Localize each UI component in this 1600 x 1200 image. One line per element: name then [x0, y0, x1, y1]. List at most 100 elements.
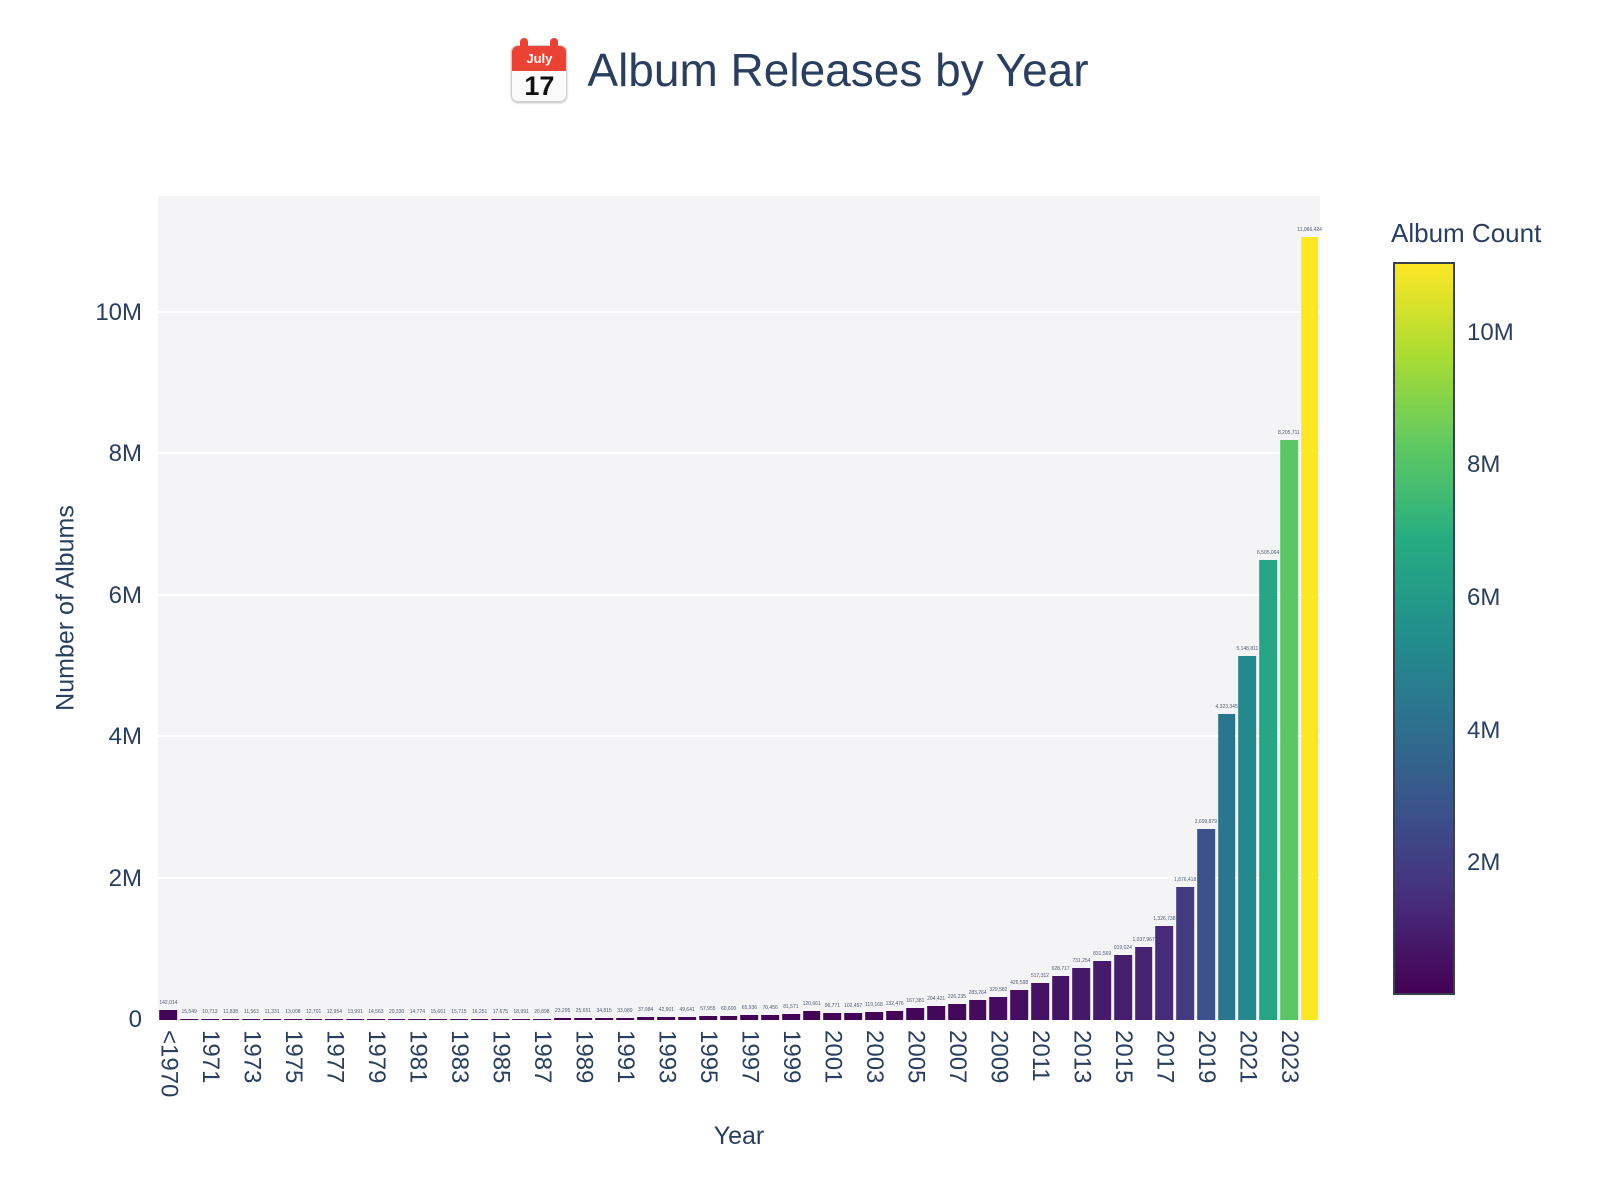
- x-tick-label: 1993: [653, 1030, 681, 1084]
- bar-2013[interactable]: [1072, 968, 1091, 1020]
- y-tick-label: 8M: [108, 440, 142, 468]
- y-tick-label: 6M: [108, 581, 142, 609]
- bar-2005[interactable]: [906, 1008, 925, 1020]
- bar-2017[interactable]: [1155, 926, 1174, 1020]
- bar-1983[interactable]: [450, 1018, 468, 1020]
- bar-slot-2021: 5,148,811: [1236, 196, 1259, 1020]
- bar-value-label: 70,456: [762, 1005, 778, 1012]
- bar-1973[interactable]: [242, 1019, 261, 1020]
- bar-1972[interactable]: [221, 1019, 240, 1020]
- bar-1984[interactable]: [470, 1018, 489, 1020]
- bar-value-label: 25,651: [575, 1008, 592, 1015]
- bar-2020[interactable]: [1217, 714, 1236, 1020]
- bar-2023[interactable]: [1280, 439, 1298, 1020]
- bar-slot-1976: 12,701: [303, 196, 324, 1020]
- bar-2009[interactable]: [989, 996, 1008, 1020]
- bar-slot-1974: 11,331: [262, 196, 283, 1020]
- bar-1990[interactable]: [595, 1017, 613, 1020]
- bar-1982[interactable]: [429, 1018, 447, 1020]
- bar-1977[interactable]: [325, 1019, 344, 1020]
- x-tick-label: 2013: [1068, 1030, 1096, 1084]
- bar-1985[interactable]: [491, 1018, 510, 1020]
- bar-value-label: 17,675: [492, 1008, 509, 1015]
- x-tick-label: 1979: [362, 1030, 390, 1084]
- bar-1974[interactable]: [263, 1019, 281, 1020]
- bar-slot-2009: 329,582: [988, 196, 1009, 1020]
- colorbar-tick-label: 2M: [1467, 849, 1501, 877]
- bar-slot-1972: 11,838: [220, 196, 241, 1020]
- bar-1999[interactable]: [782, 1014, 800, 1020]
- bar-1975[interactable]: [284, 1019, 302, 1020]
- bar-1998[interactable]: [761, 1015, 779, 1020]
- x-tick-label: 1981: [404, 1030, 432, 1084]
- bar-slot-1970: 15,549: [179, 196, 200, 1020]
- bar-value-label: 42,901: [658, 1006, 675, 1013]
- bar-value-label: 34,815: [596, 1007, 612, 1014]
- bar-2015[interactable]: [1114, 955, 1132, 1020]
- bar-2002[interactable]: [844, 1012, 862, 1020]
- bar-2007[interactable]: [948, 1004, 966, 1020]
- bar-value-label: 120,661: [802, 1001, 821, 1008]
- bar-2008[interactable]: [968, 999, 987, 1020]
- bar-2019[interactable]: [1197, 829, 1215, 1020]
- bar-1988[interactable]: [553, 1018, 572, 1020]
- x-tick-label: 1991: [611, 1030, 639, 1084]
- bar-1971[interactable]: [201, 1019, 219, 1020]
- bar-2003[interactable]: [865, 1011, 883, 1020]
- bar-2022[interactable]: [1259, 559, 1277, 1020]
- bar-1981[interactable]: [408, 1018, 427, 1020]
- bar-slot-1983: 15,715: [449, 196, 470, 1020]
- bar-1989[interactable]: [574, 1018, 593, 1020]
- bar-1997[interactable]: [740, 1015, 759, 1020]
- bar-value-label: 11,838: [223, 1009, 239, 1016]
- bar-1996[interactable]: [719, 1015, 738, 1020]
- bar-1979[interactable]: [367, 1018, 385, 1020]
- bar-<1970[interactable]: [159, 1009, 178, 1020]
- bar-2024[interactable]: [1300, 237, 1319, 1020]
- bar-1991[interactable]: [616, 1017, 634, 1020]
- bar-1994[interactable]: [678, 1016, 696, 1020]
- bar-1970[interactable]: [180, 1018, 198, 1020]
- bar-1986[interactable]: [512, 1018, 530, 1020]
- x-tick-label: 1997: [736, 1030, 764, 1084]
- bar-2018[interactable]: [1176, 887, 1194, 1020]
- bar-slot-2002: 102,457: [843, 196, 864, 1020]
- bar-value-label: 20,330: [388, 1008, 405, 1015]
- bar-1978[interactable]: [346, 1019, 364, 1020]
- bar-2001[interactable]: [823, 1013, 842, 1020]
- bar-value-label: 517,312: [1030, 973, 1049, 980]
- bar-2012[interactable]: [1051, 975, 1070, 1020]
- bar-slot-1987: 20,898: [532, 196, 553, 1020]
- x-tick-label: 1985: [487, 1030, 515, 1084]
- colorbar-tick-label: 4M: [1467, 716, 1501, 744]
- bar-slot-1990: 34,815: [594, 196, 615, 1020]
- gridline: [158, 310, 1320, 313]
- x-tick-label: 2019: [1192, 1030, 1220, 1084]
- bar-slot-1998: 70,456: [760, 196, 781, 1020]
- bar-2021[interactable]: [1238, 655, 1257, 1020]
- bar-1980[interactable]: [387, 1018, 406, 1020]
- bar-1976[interactable]: [304, 1019, 323, 1020]
- bar-1995[interactable]: [699, 1015, 717, 1020]
- bar-2014[interactable]: [1093, 961, 1111, 1020]
- calendar-pin-icon: [550, 38, 559, 54]
- gridline: [158, 876, 1320, 879]
- bar-1987[interactable]: [533, 1018, 551, 1020]
- bar-2006[interactable]: [927, 1005, 945, 1020]
- bar-value-label: 57,955: [700, 1005, 716, 1012]
- bar-2000[interactable]: [802, 1011, 821, 1020]
- bar-value-label: 5,148,811: [1236, 645, 1259, 652]
- bar-2016[interactable]: [1134, 946, 1153, 1020]
- x-tick-label: 2007: [943, 1030, 971, 1084]
- bar-1992[interactable]: [636, 1017, 655, 1020]
- bar-slot-2024: 11,066,424: [1297, 196, 1322, 1020]
- x-tick-label: 1999: [777, 1030, 805, 1084]
- bar-1993[interactable]: [657, 1016, 676, 1020]
- bar-slot-2019: 2,699,879: [1195, 196, 1217, 1020]
- colorbar-ticks: 2M 4M 6M 8M 10M: [1467, 262, 1587, 995]
- bar-2004[interactable]: [885, 1010, 904, 1020]
- bar-value-label: 10,713: [202, 1009, 218, 1016]
- bar-value-label: 81,571: [783, 1004, 799, 1011]
- bar-2010[interactable]: [1010, 989, 1028, 1020]
- bar-2011[interactable]: [1031, 983, 1049, 1020]
